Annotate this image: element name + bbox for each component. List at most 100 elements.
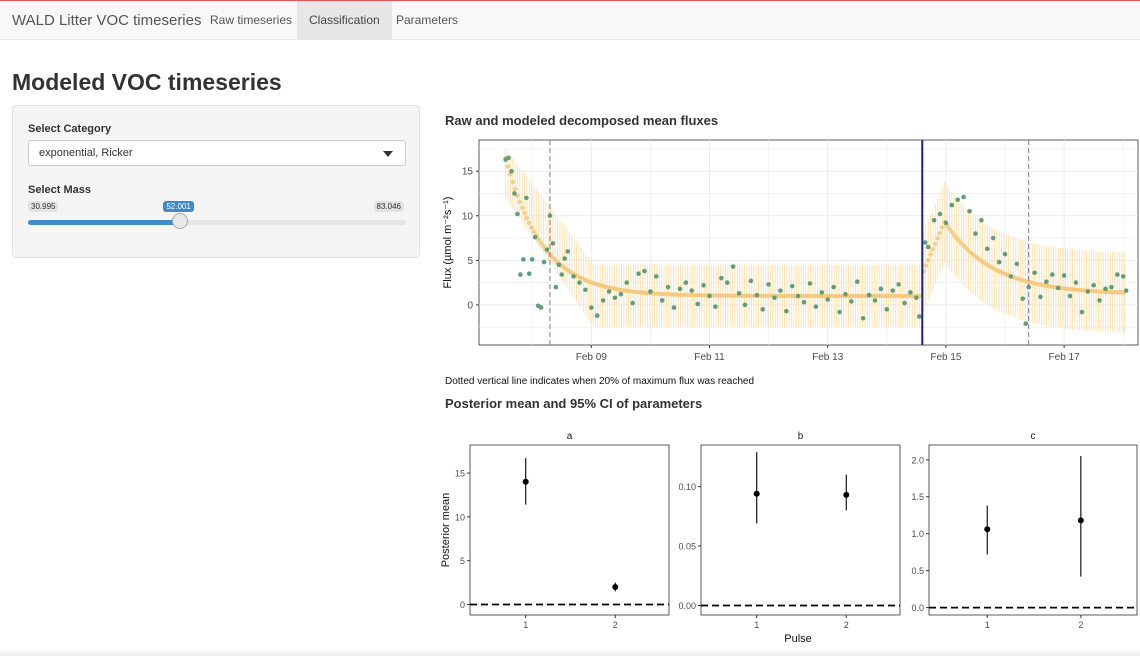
model-point <box>937 230 943 236</box>
raw-flux-point <box>636 271 641 276</box>
raw-flux-point <box>1038 294 1043 300</box>
model-point <box>928 252 933 257</box>
raw-flux-point <box>990 235 996 241</box>
x-tick-label: 1 <box>523 620 528 630</box>
raw-flux-point <box>996 259 1002 265</box>
model-point <box>949 229 955 235</box>
parameter-chart: a 0 5 10 15 1 2 b 0.00 0.05 0.10 1 2 c 0.0 0.5 1.0 1.5 2.0… <box>440 431 1138 645</box>
param-panel-b: b 0.00 0.05 0.10 1 2 <box>678 431 901 630</box>
raw-flux-point <box>571 274 576 279</box>
raw-flux-point <box>896 282 901 287</box>
posterior-mean-point <box>984 526 991 533</box>
raw-flux-point <box>565 249 570 254</box>
facet-panel <box>700 444 901 616</box>
raw-flux-point <box>1115 272 1120 277</box>
raw-flux-point <box>984 246 990 252</box>
y-axis-label: Flux (µmol m⁻²s⁻¹) <box>442 197 454 289</box>
y-tick-label: 15 <box>462 167 474 178</box>
raw-flux-point <box>754 292 760 298</box>
x-tick-label: Feb 13 <box>812 352 844 363</box>
raw-flux-point <box>523 195 529 201</box>
raw-flux-point <box>1123 288 1129 293</box>
raw-flux-point <box>736 291 742 296</box>
y-tick-label: 0.0 <box>911 603 924 613</box>
mass-slider-handle[interactable] <box>172 213 189 229</box>
y-tick-label: 2.0 <box>911 455 924 465</box>
x-tick-label: Feb 11 <box>694 352 725 363</box>
raw-flux-point <box>884 307 890 312</box>
raw-flux-point <box>843 291 848 297</box>
raw-flux-point <box>550 241 556 246</box>
flux-chart-title: Raw and modeled decomposed mean fluxes <box>445 113 719 128</box>
raw-flux-point <box>671 305 677 310</box>
category-select-value: exponential, Ricker <box>39 147 133 159</box>
raw-flux-point <box>917 314 922 319</box>
raw-flux-point <box>707 293 712 299</box>
chevron-down-icon <box>383 151 393 157</box>
raw-flux-point <box>760 307 765 312</box>
raw-flux-point <box>866 292 872 298</box>
raw-flux-point <box>922 240 928 245</box>
raw-flux-point <box>701 282 706 288</box>
model-point <box>947 226 952 232</box>
raw-flux-point <box>515 211 520 217</box>
raw-flux-point <box>532 234 538 240</box>
raw-flux-point <box>967 209 972 214</box>
y-tick-label: 15 <box>455 469 465 479</box>
x-tick-label: 2 <box>1078 620 1083 630</box>
x-tick-label: 2 <box>613 620 618 630</box>
raw-flux-point <box>1097 298 1102 303</box>
y-tick-label: 0.00 <box>678 601 696 611</box>
raw-flux-point <box>577 280 582 285</box>
raw-flux-point <box>1061 273 1067 278</box>
raw-flux-point <box>544 247 550 252</box>
navbar: WALD Litter VOC timeseries Raw timeserie… <box>0 0 1140 40</box>
raw-flux-point <box>849 299 854 304</box>
model-point <box>940 225 945 230</box>
raw-flux-point <box>583 287 588 293</box>
model-point <box>531 229 537 235</box>
raw-flux-point <box>538 305 544 310</box>
raw-flux-point <box>541 259 547 265</box>
category-label: Select Category <box>28 123 112 135</box>
raw-flux-point <box>1023 321 1029 326</box>
app-brand[interactable]: WALD Litter VOC timeseries <box>12 12 202 29</box>
raw-flux-point <box>588 305 594 310</box>
raw-flux-point <box>973 231 978 236</box>
x-tick-label: Feb 09 <box>576 352 608 363</box>
raw-flux-point <box>689 288 695 293</box>
posterior-mean-point <box>1077 517 1084 524</box>
model-point <box>527 220 532 226</box>
raw-flux-point <box>512 191 517 196</box>
raw-flux-point <box>1091 282 1096 288</box>
tab-classification[interactable]: Classification <box>297 1 392 40</box>
page-title: Modeled VOC timeseries <box>12 69 282 95</box>
raw-flux-point <box>961 194 966 200</box>
raw-flux-point <box>654 274 659 279</box>
tab-raw-timeseries[interactable]: Raw timeseries <box>210 13 293 27</box>
param-panel-a: a 0 5 10 15 1 2 <box>455 431 670 630</box>
x-tick-label: Feb 15 <box>930 352 962 363</box>
y-tick-label: 1.0 <box>911 529 924 539</box>
y-tick-label: 0.10 <box>678 482 696 492</box>
slider-min-label: 30.995 <box>28 201 59 212</box>
raw-flux-point <box>1020 296 1026 301</box>
raw-flux-point <box>784 308 789 314</box>
tab-parameters[interactable]: Parameters <box>396 13 459 27</box>
y-tick-label: 1.5 <box>911 492 924 502</box>
dotted-line-note: Dotted vertical line indicates when 20% … <box>445 376 755 387</box>
category-select[interactable]: exponential, Ricker <box>28 140 406 166</box>
raw-flux-point <box>526 271 532 276</box>
raw-flux-point <box>878 286 884 292</box>
model-point <box>536 237 541 242</box>
raw-flux-point <box>819 290 825 295</box>
raw-flux-point <box>1044 279 1049 285</box>
raw-flux-point <box>955 197 961 203</box>
x-tick-label: 2 <box>844 620 849 630</box>
raw-flux-point <box>813 304 819 309</box>
raw-flux-point <box>908 290 913 295</box>
raw-flux-point <box>890 288 896 293</box>
raw-flux-point <box>872 298 878 303</box>
y-tick-label: 0 <box>467 300 473 311</box>
mass-slider-track[interactable] <box>28 220 406 225</box>
